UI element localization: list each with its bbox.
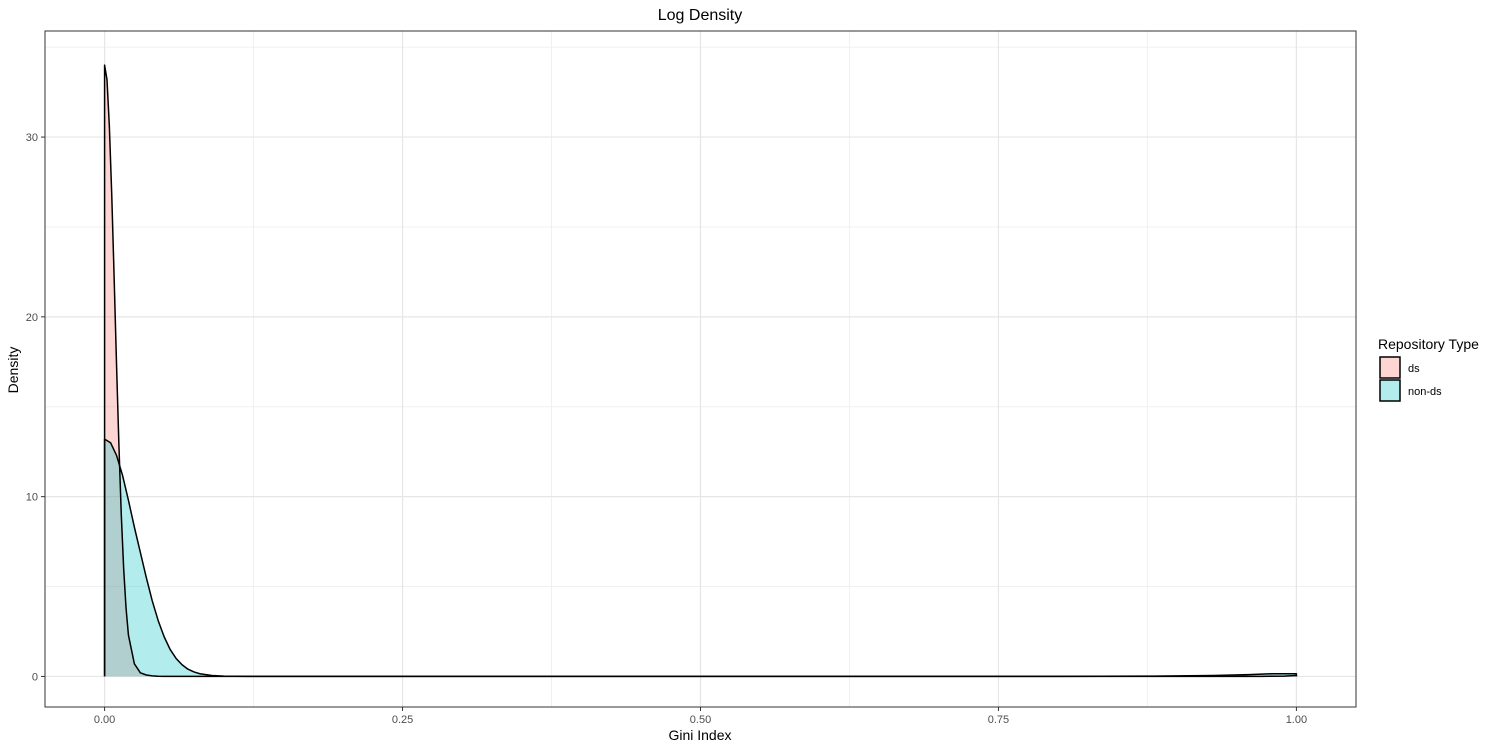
y-axis-label: Density [5, 347, 21, 394]
x-tick-label: 1.00 [1286, 714, 1307, 726]
x-axis-ticks: 0.00 0.25 0.50 0.75 1.00 [94, 707, 1307, 726]
y-tick-label: 30 [26, 132, 38, 144]
x-tick-label: 0.75 [988, 714, 1009, 726]
y-tick-label: 10 [26, 492, 38, 504]
legend-key-non-ds [1379, 379, 1401, 402]
legend: Repository Type ds non-ds [1378, 336, 1479, 402]
legend-label-ds: ds [1408, 363, 1420, 375]
line-layer [103, 64, 1298, 678]
x-tick-label: 0.00 [94, 714, 115, 726]
x-tick-label: 0.50 [690, 714, 711, 726]
y-tick-label: 0 [32, 671, 38, 683]
legend-key-ds [1379, 356, 1401, 379]
legend-label-non-ds: non-ds [1408, 386, 1442, 398]
density-line-non-ds [103, 438, 1298, 678]
chart-title: Log Density [658, 7, 743, 24]
y-tick-label: 20 [26, 312, 38, 324]
legend-key-bg-non-ds [1380, 380, 1400, 401]
y-axis-ticks: 0 10 20 30 [26, 132, 45, 683]
legend-title: Repository Type [1378, 336, 1479, 352]
x-axis-label: Gini Index [668, 727, 731, 743]
x-tick-label: 0.25 [392, 714, 413, 726]
legend-items: ds non-ds [1379, 356, 1442, 402]
legend-key-bg-ds [1380, 357, 1400, 378]
